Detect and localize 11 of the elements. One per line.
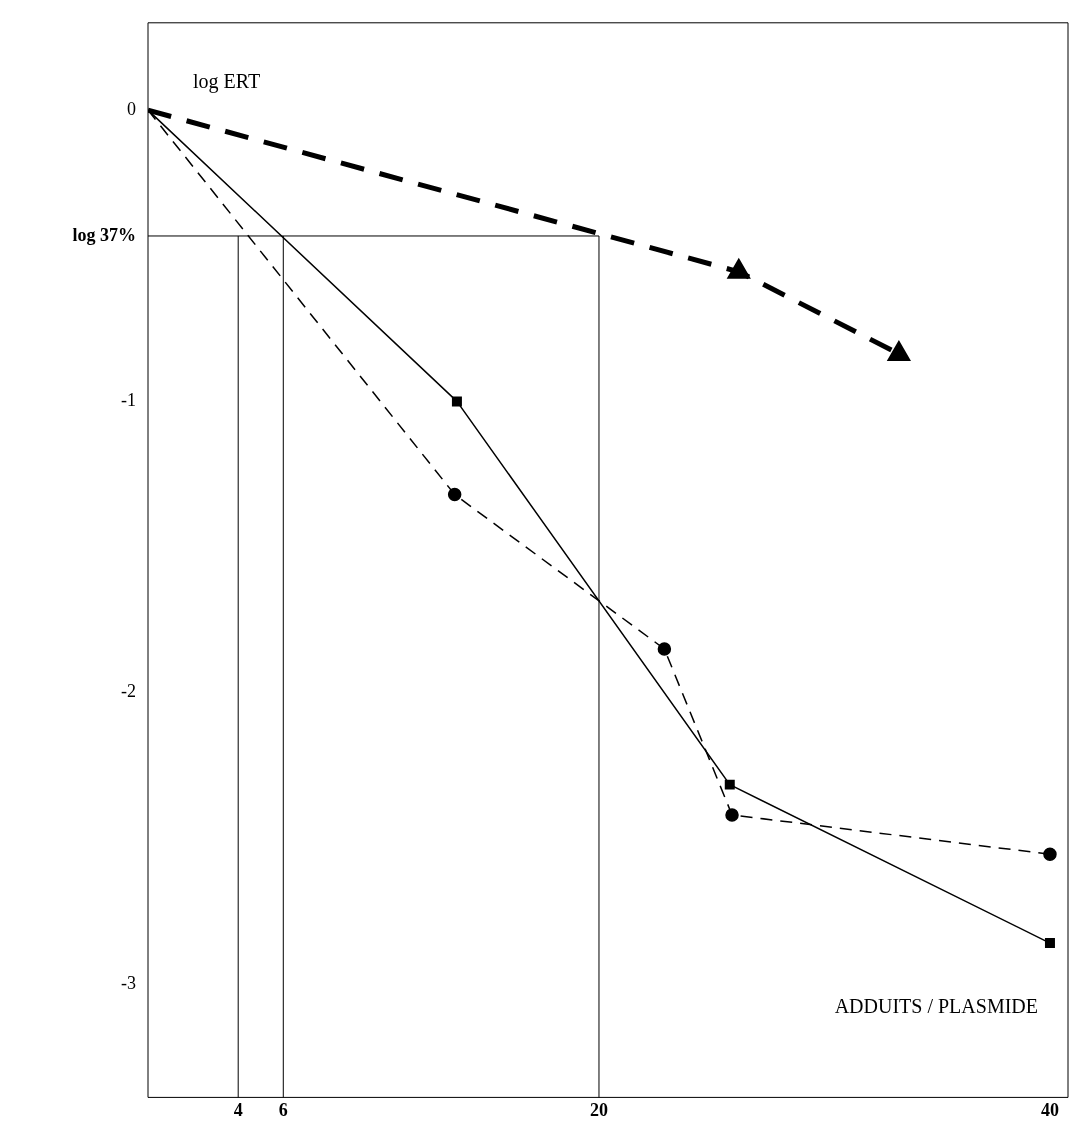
x-tick-label: 6 bbox=[278, 1099, 288, 1120]
y-tick-label: -2 bbox=[121, 681, 136, 702]
x-tick-label: 4 bbox=[233, 1099, 243, 1120]
y-axis-title: log ERT bbox=[193, 70, 261, 94]
x-axis-title: ADDUITS / PLASMIDE bbox=[834, 994, 1038, 1017]
y-tick-label: -3 bbox=[121, 972, 136, 993]
x-tick-label: 20 bbox=[589, 1099, 608, 1120]
y-tick-label: 0 bbox=[127, 98, 136, 119]
y-tick-label: log 37% bbox=[72, 224, 136, 245]
y-tick-label: -1 bbox=[121, 390, 136, 411]
x-tick-label: 40 bbox=[1040, 1099, 1059, 1120]
